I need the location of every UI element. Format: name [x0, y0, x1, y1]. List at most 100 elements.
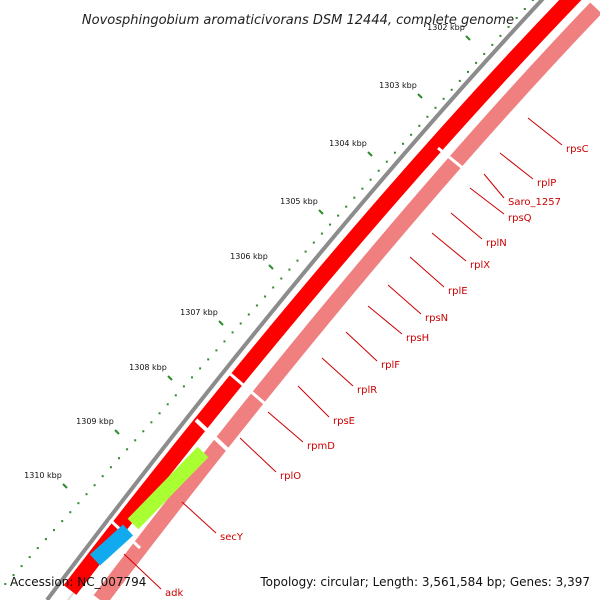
- minor-tick: [320, 232, 323, 235]
- minor-tick: [272, 286, 275, 289]
- minor-tick: [337, 214, 340, 217]
- gene-label-rpsh[interactable]: rpsH: [406, 333, 429, 344]
- gene-leader-line: [409, 256, 445, 288]
- gene-leader-line: [239, 437, 277, 473]
- minor-tick: [191, 376, 193, 379]
- major-tick: [218, 320, 224, 326]
- minor-tick: [475, 61, 478, 64]
- minor-tick: [296, 259, 299, 262]
- minor-tick: [393, 151, 396, 154]
- minor-tick: [12, 574, 15, 577]
- gene-leader-line: [345, 331, 378, 362]
- minor-tick: [150, 421, 153, 424]
- gene-adk-block: [89, 524, 134, 566]
- minor-tick: [247, 313, 250, 316]
- minor-tick: [109, 466, 112, 469]
- minor-tick: [458, 79, 461, 82]
- gene-label-rpmd[interactable]: rpmD: [307, 441, 335, 452]
- minor-tick: [93, 484, 96, 487]
- gene-gap: [194, 418, 232, 454]
- gene-label-rpse[interactable]: rpsE: [333, 416, 355, 427]
- minor-tick: [239, 322, 242, 325]
- minor-tick: [280, 277, 283, 280]
- gene-leader-line: [297, 385, 330, 418]
- forward-gene-track: [63, 0, 582, 595]
- minor-tick: [20, 565, 23, 568]
- minor-tick: [410, 133, 413, 136]
- minor-tick: [304, 250, 307, 253]
- gene-label-rpsc[interactable]: rpsC: [566, 144, 589, 155]
- major-tick: [114, 429, 120, 435]
- minor-tick: [369, 178, 372, 181]
- minor-tick: [182, 385, 185, 388]
- gene-label-saro_1257[interactable]: Saro_1257: [508, 197, 561, 208]
- gene-label-layer: rpsC rplP Saro_1257 rpsQ rplN rplX rplE rpsN rps…: [123, 117, 589, 599]
- minor-tick: [255, 304, 258, 307]
- major-tick: [367, 151, 373, 157]
- minor-tick: [174, 394, 177, 397]
- gene-leader-line: [267, 411, 304, 443]
- minor-tick: [53, 529, 55, 532]
- major-tick: [318, 209, 324, 215]
- gene-leader-line: [321, 357, 354, 387]
- tick-layer: 1302 kbp 1303 kbp 1304 kbp 1305 kbp 1306 kbp…: [4, 0, 534, 585]
- topology-text: Topology: circular; Length: 3,561,584 bp…: [259, 575, 590, 589]
- minor-tick: [483, 52, 486, 55]
- backbone-arc-outer: [45, 0, 545, 600]
- gene-label-rplo[interactable]: rplO: [280, 471, 301, 482]
- minor-tick: [61, 520, 64, 523]
- minor-tick: [377, 169, 380, 172]
- minor-tick: [101, 475, 104, 478]
- gene-leader-line: [469, 187, 505, 215]
- minor-tick: [142, 430, 145, 433]
- gene-label-rpsn[interactable]: rpsN: [425, 313, 448, 324]
- gene-leader-line: [431, 232, 467, 262]
- minor-tick: [199, 367, 202, 370]
- minor-tick: [231, 331, 234, 334]
- minor-tick: [126, 448, 129, 451]
- minor-tick: [402, 142, 404, 145]
- gene-gap: [437, 146, 471, 176]
- gene-label-rplp[interactable]: rplP: [537, 178, 556, 189]
- gene-label-rpln[interactable]: rplN: [486, 238, 507, 249]
- tick-label: 1310 kbp: [24, 471, 62, 480]
- gene-label-secy[interactable]: secY: [220, 532, 244, 543]
- minor-tick: [507, 25, 510, 28]
- gene-secY-block: [127, 446, 209, 530]
- minor-tick: [499, 34, 502, 37]
- minor-tick: [158, 412, 161, 415]
- minor-tick: [69, 511, 72, 514]
- minor-tick: [36, 547, 39, 550]
- gene-label-rplf[interactable]: rplF: [381, 360, 400, 371]
- tick-label: 1307 kbp: [180, 308, 218, 317]
- gene-label-rplr[interactable]: rplR: [357, 385, 377, 396]
- gene-leader-line: [450, 212, 483, 240]
- minor-tick: [442, 97, 445, 100]
- minor-tick: [134, 439, 137, 442]
- gene-label-rplx[interactable]: rplX: [470, 260, 490, 271]
- tick-label: 1308 kbp: [129, 363, 167, 372]
- minor-tick: [345, 205, 348, 208]
- minor-tick: [361, 187, 364, 190]
- minor-tick: [288, 268, 291, 271]
- gene-label-adk[interactable]: adk: [165, 588, 183, 599]
- accession-text: Accession: NC_007794: [10, 575, 146, 589]
- tick-label: 1309 kbp: [76, 417, 114, 426]
- reverse-gene-track: [93, 2, 600, 600]
- gene-label-rpsq[interactable]: rpsQ: [508, 213, 532, 224]
- minor-tick: [523, 8, 526, 10]
- minor-tick: [515, 17, 518, 19]
- gene-leader-line: [387, 284, 422, 315]
- minor-tick: [312, 241, 315, 244]
- minor-tick: [491, 43, 494, 46]
- minor-tick: [85, 493, 88, 496]
- gene-label-rple[interactable]: rplE: [448, 286, 468, 297]
- minor-tick: [467, 70, 469, 73]
- minor-tick: [118, 457, 120, 460]
- minor-tick: [434, 106, 437, 109]
- minor-tick: [329, 223, 331, 226]
- major-tick: [417, 93, 423, 99]
- major-tick: [268, 264, 274, 270]
